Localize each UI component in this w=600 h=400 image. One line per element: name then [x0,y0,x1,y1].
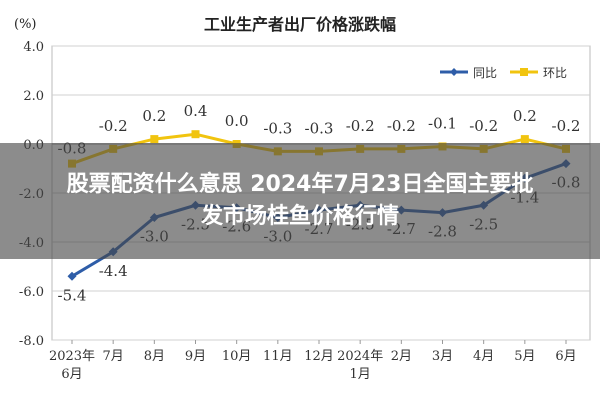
legend-marker [520,68,528,76]
data-label: -0.3 [263,119,292,137]
x-tick-label: 4月 [473,349,494,364]
x-tick-label: 6月 [61,367,82,382]
data-label: -0.3 [305,119,334,137]
data-label: 0.2 [142,107,166,125]
y-tick-label: 2.0 [23,89,44,104]
x-tick-label: 7月 [103,349,124,364]
x-tick-label: 2024年 [337,349,383,364]
data-point [191,130,200,139]
data-label: -4.4 [99,262,128,280]
x-tick-label: 11月 [263,349,293,364]
y-tick-label: -6.0 [19,285,44,300]
x-tick-label: 6月 [555,349,576,364]
legend-item: 同比 [440,66,497,80]
x-tick-label: 2月 [391,349,412,364]
y-tick-label: -8.0 [19,334,44,349]
data-label: 0.2 [513,107,537,125]
banner-line-1: 股票配资什么意思 2024年7月23日全国主要批 [66,172,534,197]
data-point [150,135,159,144]
data-label: -0.1 [428,114,457,132]
legend-marker [450,68,458,76]
overlay-banner: 股票配资什么意思 2024年7月23日全国主要批 发市场桂鱼价格行情 [0,143,600,259]
x-tick-label: 9月 [185,349,206,364]
data-label: -0.2 [99,117,128,135]
data-label: -5.4 [58,286,87,304]
data-label: -0.2 [387,117,416,135]
legend-item: 环比 [510,66,567,80]
data-label: 0.4 [184,102,208,120]
data-label: 0.0 [225,112,249,130]
legend: 同比 环比 [440,66,567,80]
data-label: -0.2 [469,117,498,135]
chart-title: 工业生产者出厂价格涨跌幅 [204,15,396,34]
axes: 4.02.00.0-2.0-4.0-6.0-8.02023年6月7月8月9月10… [19,40,577,382]
x-tick-label: 10月 [222,349,252,364]
data-point [67,271,77,281]
x-tick-label: 8月 [144,349,165,364]
x-tick-label: 1月 [350,367,371,382]
x-tick-label: 3月 [432,349,453,364]
legend-label: 同比 [473,66,497,80]
data-point [520,135,529,144]
y-tick-label: 4.0 [23,40,44,55]
legend-label: 环比 [543,66,567,80]
x-tick-label: 12月 [304,349,334,364]
banner-line-2: 发市场桂鱼价格行情 [200,204,399,229]
y-axis-unit: (%) [14,17,37,32]
data-label: -0.2 [346,117,375,135]
x-tick-label: 5月 [514,349,535,364]
data-label: -0.2 [552,117,581,135]
x-tick-label: 2023年 [49,349,95,364]
